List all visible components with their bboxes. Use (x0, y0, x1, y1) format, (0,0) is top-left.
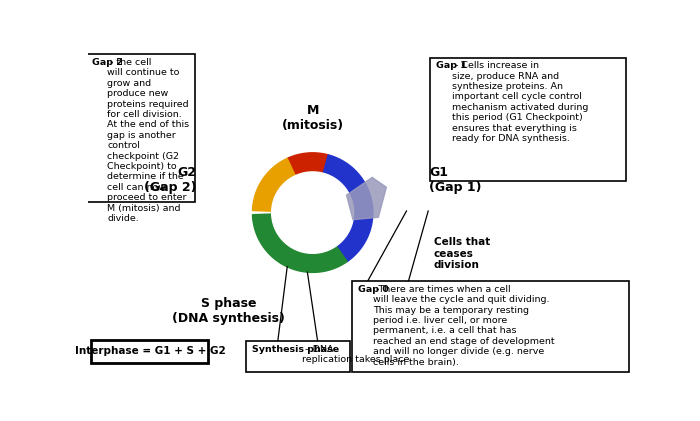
Polygon shape (323, 155, 373, 261)
Text: G2
(Gap 2): G2 (Gap 2) (144, 166, 196, 194)
Polygon shape (346, 177, 386, 220)
Text: – DNA
replication takes place: – DNA replication takes place (302, 344, 409, 364)
Polygon shape (262, 177, 274, 195)
Polygon shape (253, 158, 295, 211)
Text: Gap 0: Gap 0 (358, 285, 388, 294)
Text: M
(mitosis): M (mitosis) (281, 104, 344, 131)
Text: - the cell
will continue to
grow and
produce new
proteins required
for cell divi: - the cell will continue to grow and pro… (107, 58, 189, 223)
Text: S phase
(DNA synthesis): S phase (DNA synthesis) (172, 297, 285, 325)
Text: Cells that
ceases
division: Cells that ceases division (433, 237, 490, 270)
FancyBboxPatch shape (246, 341, 349, 373)
Polygon shape (253, 214, 347, 272)
Polygon shape (272, 172, 354, 253)
FancyBboxPatch shape (351, 281, 629, 373)
FancyBboxPatch shape (91, 340, 209, 363)
FancyBboxPatch shape (430, 58, 626, 181)
Text: Gap 2: Gap 2 (92, 58, 122, 67)
Polygon shape (300, 158, 316, 170)
Text: Interphase = G1 + S + G2: Interphase = G1 + S + G2 (74, 346, 225, 356)
Text: Synthesis phase: Synthesis phase (252, 344, 339, 354)
Text: G1
(Gap 1): G1 (Gap 1) (429, 166, 482, 194)
Polygon shape (263, 226, 274, 243)
Text: -There are times when a cell
will leave the cycle and quit dividing.
This may be: -There are times when a cell will leave … (373, 285, 554, 367)
FancyBboxPatch shape (86, 54, 195, 202)
Polygon shape (287, 153, 328, 176)
Text: - Cells increase in
size, produce RNA and
synthesize proteins. An
important cell: - Cells increase in size, produce RNA an… (452, 61, 588, 143)
Polygon shape (354, 228, 364, 246)
Text: Gap 1: Gap 1 (436, 61, 467, 70)
